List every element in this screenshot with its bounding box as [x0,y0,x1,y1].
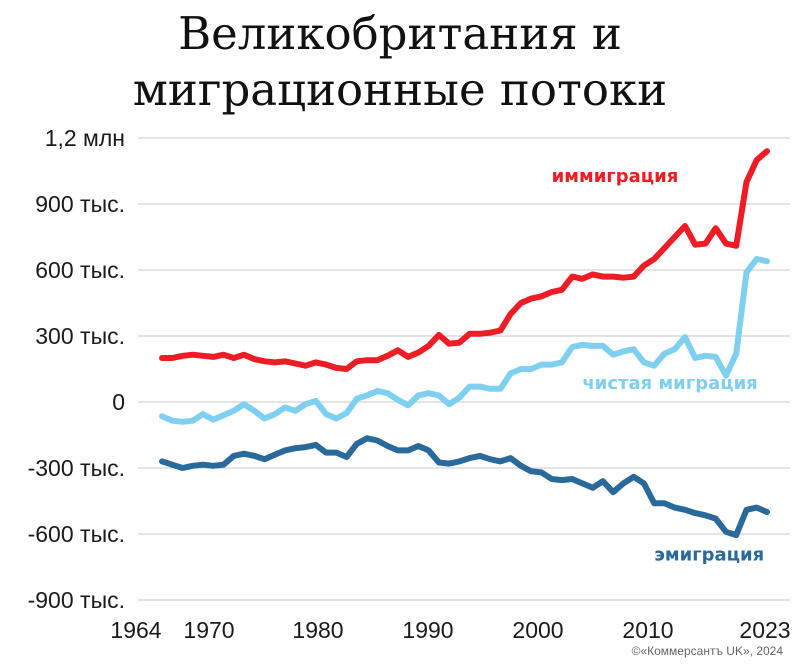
x-axis-ticks: 1964 1970 1980 1990 2000 2010 2023 [110,617,790,643]
chart-title-line-1: Великобритания и [178,7,622,60]
chart-title-line-2: миграционные потоки [133,63,667,116]
y-tick-label: 1,2 млн [45,125,125,151]
series-lines [159,148,770,539]
x-tick-label: 1964 [110,617,161,643]
y-tick-label: -900 тыс. [28,587,125,613]
y-tick-label: -600 тыс. [28,521,125,547]
series-line-3 [159,435,770,539]
x-tick-label: 2010 [622,617,673,643]
x-tick-label: 2000 [512,617,563,643]
y-tick-label: 0 [112,389,125,415]
x-tick-label: 2023 [739,617,790,643]
series-label: чистая миграция [582,373,757,394]
y-tick-label: 900 тыс. [35,191,125,217]
x-tick-label: 1990 [402,617,453,643]
y-tick-label: -300 тыс. [28,455,125,481]
series-label: эмиграция [654,544,764,565]
x-tick-label: 1970 [183,617,234,643]
series-labels: иммиграция чистая миграция эмиграция [552,166,764,565]
y-tick-label: 600 тыс. [35,257,125,283]
x-tick-label: 1980 [292,617,343,643]
y-axis-ticks: 1,2 млн 900 тыс. 600 тыс. 300 тыс. 0 -300 тыс… [28,125,125,613]
copyright-note: ©«Коммерсантъ UK», 2024 [632,644,784,658]
series-label: иммиграция [552,166,679,187]
grid-lines [138,137,790,601]
series-line-2 [159,256,770,425]
series-line-1 [159,148,770,372]
y-tick-label: 300 тыс. [35,323,125,349]
